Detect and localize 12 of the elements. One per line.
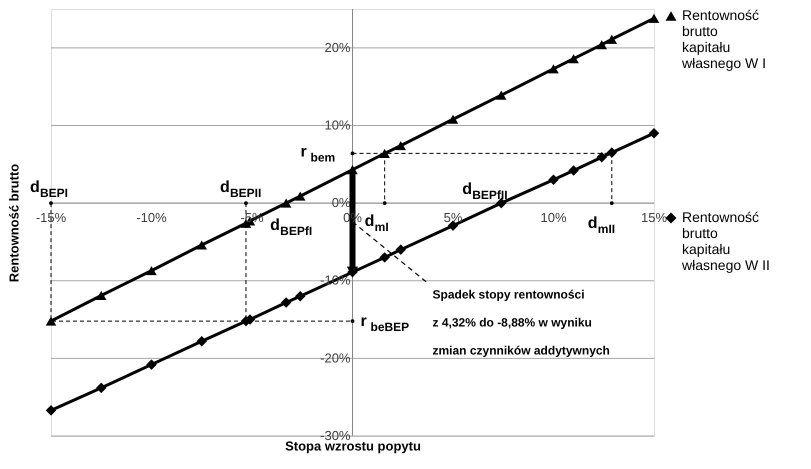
x-tick-label: 10% [540,210,567,226]
x-tick-label: -15% [36,210,67,226]
legend-label: Rentowność brutto kapitału własnego W II [681,209,770,273]
x-tick-label: -10% [136,210,168,226]
y-axis-title: Rentowność brutto [6,164,22,282]
y-tick-label: 20% [324,40,351,55]
x-tick-label: 15% [640,210,668,226]
annotation: Spadek stopy rentowności z 4,32% do -8,88% w wyniku zmian czynników addytywnych [432,288,610,358]
y-tick-label: 10% [324,117,351,132]
x-tick-label: 5% [444,210,463,226]
y-tick-label: -20% [320,350,351,366]
legend-label: Rentowność brutto kapitału własnego W I [681,7,766,71]
